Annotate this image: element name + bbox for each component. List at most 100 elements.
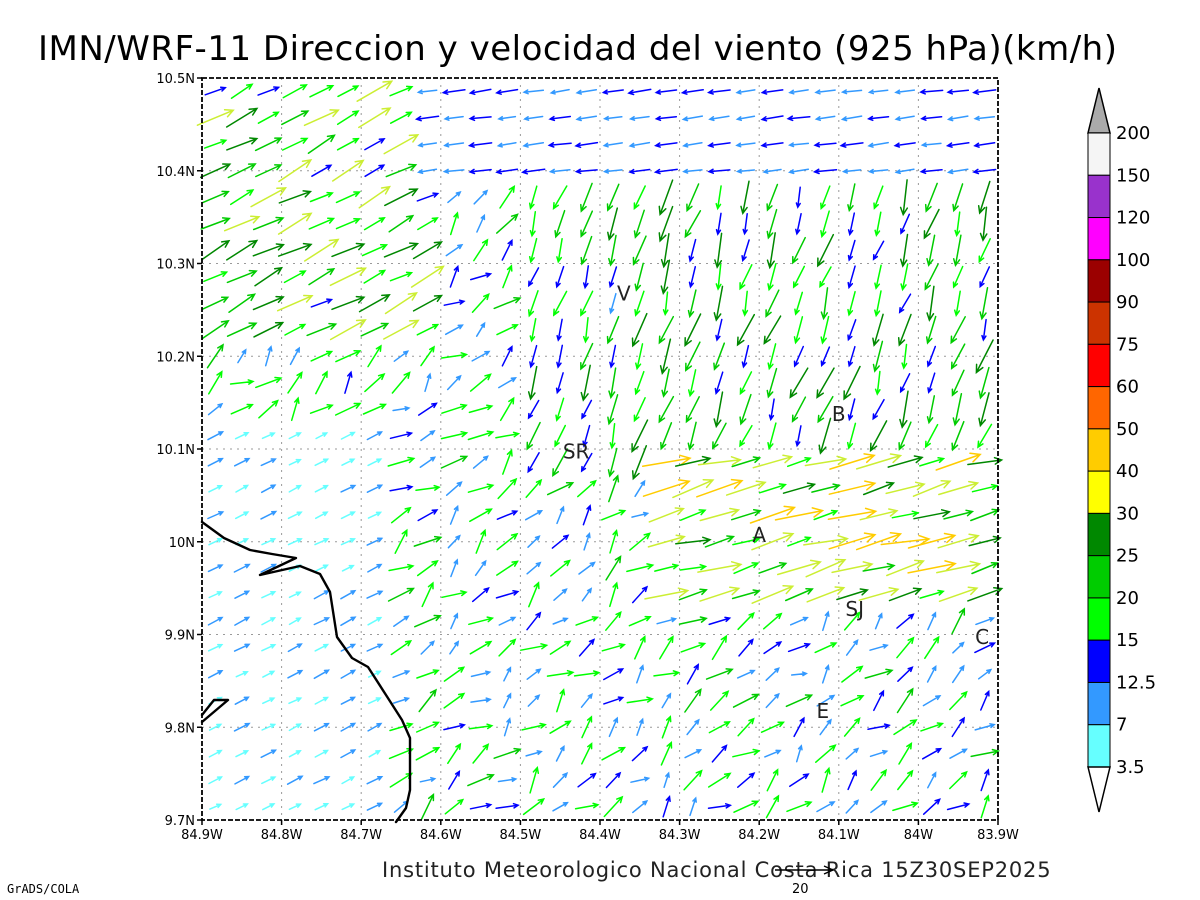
wind-vector-arrow xyxy=(697,561,743,573)
wind-vector-arrow xyxy=(654,563,680,572)
wind-vector-arrow xyxy=(708,721,731,734)
wind-vector-arrow xyxy=(303,109,340,127)
wind-vector-arrow xyxy=(633,397,646,423)
wind-vector-arrow xyxy=(841,665,864,683)
wind-vector-arrow xyxy=(262,803,276,811)
wind-vector-arrow xyxy=(529,211,537,238)
wind-vector-arrow xyxy=(254,266,284,287)
wind-vector-arrow xyxy=(847,290,856,317)
wind-vector-arrow xyxy=(859,508,899,521)
wind-vector-arrow xyxy=(814,642,838,654)
wind-vector-arrow xyxy=(499,185,516,209)
wind-vector-arrow xyxy=(503,692,512,709)
wind-vector-arrow xyxy=(867,723,891,730)
wind-vector-arrow xyxy=(633,185,646,211)
x-tick-label: 84.6W xyxy=(420,828,462,843)
wind-vector-arrow xyxy=(287,643,303,653)
wind-vector-arrow xyxy=(208,370,223,395)
wind-vector-arrow xyxy=(287,511,303,520)
wind-vector-arrow xyxy=(414,614,442,628)
wind-vector-arrow xyxy=(711,634,728,661)
wind-vector-arrow xyxy=(233,563,251,573)
wind-vector-arrow xyxy=(609,292,617,315)
wind-vector-arrow xyxy=(445,481,463,496)
wind-vector-arrow xyxy=(943,509,975,520)
wind-vector-arrow xyxy=(226,137,259,151)
wind-vector-arrow xyxy=(867,168,889,174)
wind-vector-arrow xyxy=(654,115,678,122)
wind-vector-arrow xyxy=(340,538,356,546)
y-tick-label: 10.1N xyxy=(156,443,195,458)
wind-vector-arrow xyxy=(522,89,545,95)
wind-vector-arrow xyxy=(872,340,884,373)
wind-vector-arrow xyxy=(554,209,566,239)
colorbar-segment xyxy=(1087,174,1111,219)
wind-vector-arrow xyxy=(978,392,990,428)
wind-vector-arrow xyxy=(979,206,988,242)
wind-vector-arrow xyxy=(468,115,492,122)
wind-vector-arrow xyxy=(420,429,436,442)
wind-vector-arrow xyxy=(226,322,258,337)
wind-vector-arrow xyxy=(678,616,708,625)
wind-vector-arrow xyxy=(973,141,996,148)
wind-vector-arrow xyxy=(817,233,835,268)
wind-vector-arrow xyxy=(751,532,795,551)
wind-vector-arrow xyxy=(658,205,674,243)
colorbar-segment xyxy=(1087,386,1111,430)
wind-vector-arrow xyxy=(255,164,283,178)
wind-vector-arrow xyxy=(787,642,812,653)
wind-vector-arrow xyxy=(846,422,857,450)
wind-vector-arrow xyxy=(661,715,672,739)
wind-vector-arrow xyxy=(766,768,779,792)
wind-vector-arrow xyxy=(867,141,889,148)
wind-vector-arrow xyxy=(766,208,778,240)
wind-vector-arrow xyxy=(738,638,754,657)
wind-vector-arrow xyxy=(417,142,438,148)
wind-vector-arrow xyxy=(496,213,519,234)
wind-vector-arrow xyxy=(817,395,834,424)
wind-vector-arrow xyxy=(340,431,356,440)
wind-vector-arrow xyxy=(684,210,702,239)
wind-vector-arrow xyxy=(581,587,593,602)
wind-vector-arrow xyxy=(552,448,569,477)
y-tick-label: 10.5N xyxy=(156,72,195,87)
wind-vector-arrow xyxy=(979,287,989,321)
wind-vector-arrow xyxy=(685,341,701,372)
wind-vector-arrow xyxy=(974,723,996,731)
wind-vector-arrow xyxy=(367,511,383,519)
wind-vector-arrow xyxy=(899,390,909,429)
wind-vector-arrow xyxy=(806,586,846,603)
wind-vector-arrow xyxy=(628,168,651,175)
wind-vector-arrow xyxy=(872,313,884,347)
wind-vector-arrow xyxy=(309,404,334,414)
wind-vector-arrow xyxy=(924,423,939,449)
wind-vector-arrow xyxy=(580,692,593,708)
wind-vector-arrow xyxy=(855,453,903,470)
wind-vector-arrow xyxy=(471,586,490,603)
wind-vector-arrow xyxy=(896,636,915,659)
wind-vector-arrow xyxy=(252,295,285,311)
y-tick-label: 10N xyxy=(169,536,195,551)
wind-vector-arrow xyxy=(631,745,649,762)
wind-vector-arrow xyxy=(358,294,391,313)
wind-vector-arrow xyxy=(845,639,859,656)
wind-vector-arrow xyxy=(708,115,730,122)
wind-vector-arrow xyxy=(528,581,540,608)
wind-vector-arrow xyxy=(886,559,925,577)
wind-vector-arrow xyxy=(684,749,703,759)
wind-vector-arrow xyxy=(416,669,440,679)
wind-vector-arrow xyxy=(329,319,367,341)
wind-vector-arrow xyxy=(926,234,936,267)
wind-vector-arrow xyxy=(443,115,464,121)
wind-vector-arrow xyxy=(475,321,486,337)
wind-vector-arrow xyxy=(366,776,384,785)
wind-vector-arrow xyxy=(926,285,935,322)
wind-vector-arrow xyxy=(919,589,945,599)
wind-vector-arrow xyxy=(261,590,277,599)
wind-vector-arrow xyxy=(644,587,690,600)
wind-vector-arrow xyxy=(608,234,617,267)
wind-vector-arrow xyxy=(626,563,655,573)
wind-vector-arrow xyxy=(870,768,888,791)
wind-vector-arrow xyxy=(546,482,575,496)
wind-vector-arrow xyxy=(821,766,831,793)
